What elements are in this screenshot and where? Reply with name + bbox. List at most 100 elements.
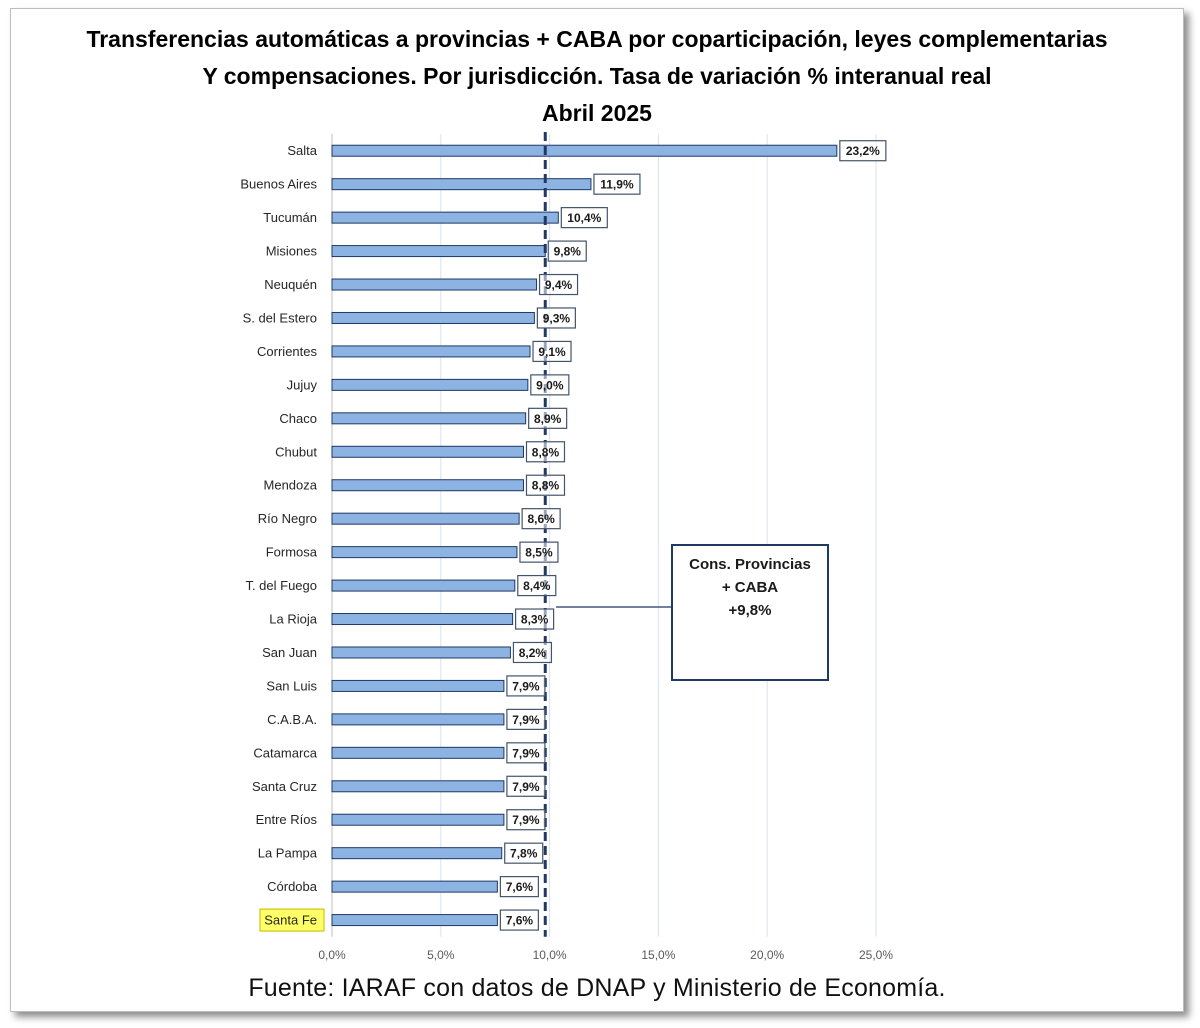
value-label-box: [519, 541, 559, 563]
value-label-box: [536, 307, 576, 329]
value-label-box: [525, 441, 566, 463]
category-label: San Juan: [262, 645, 317, 660]
value-label: 7,9%: [512, 813, 540, 827]
value-label: 9,4%: [545, 278, 573, 292]
value-label: 9,3%: [543, 311, 571, 325]
bar: [331, 245, 546, 258]
value-label: 8,3%: [521, 613, 549, 627]
value-label: 7,9%: [512, 713, 540, 727]
annotation-text: +9,8%: [729, 602, 772, 619]
value-label-box: [547, 240, 587, 262]
value-label: 8,8%: [532, 479, 560, 493]
bar: [331, 345, 531, 358]
chart-title: Transferencias automáticas a provincias …: [11, 21, 1183, 132]
value-label-box: [506, 742, 546, 764]
value-label: 8,5%: [525, 546, 553, 560]
category-label: Mendoza: [264, 478, 318, 493]
value-label: 9,1%: [538, 345, 566, 359]
value-label: 11,9%: [600, 178, 634, 192]
value-label-box: [504, 842, 544, 864]
value-label-box: [499, 909, 539, 931]
value-label-box: [532, 340, 572, 363]
value-label-box: [499, 876, 539, 898]
value-label: 7,8%: [510, 847, 538, 861]
bar: [331, 847, 503, 860]
category-label: Formosa: [266, 545, 318, 560]
annotation-text: + CABA: [722, 579, 778, 596]
value-label: 10,4%: [567, 211, 601, 225]
bar: [331, 746, 505, 759]
value-label: 9,0%: [536, 378, 564, 392]
value-label-box: [525, 474, 566, 496]
category-label: Chaco: [279, 411, 317, 426]
value-label-box: [839, 140, 887, 162]
bar: [331, 713, 505, 726]
category-label: Catamarca: [253, 745, 317, 760]
category-label: Salta: [287, 143, 317, 158]
category-label: C.A.B.A.: [267, 712, 317, 727]
value-label: 7,9%: [512, 679, 540, 693]
bar: [331, 880, 498, 893]
value-label: 8,8%: [532, 445, 560, 459]
bar: [331, 479, 524, 492]
category-label: Entre Ríos: [256, 812, 318, 827]
value-label: 8,2%: [519, 646, 547, 660]
title-line-3: Abril 2025: [542, 100, 652, 126]
bar: [331, 579, 516, 592]
value-label: 7,9%: [512, 746, 540, 760]
category-label: La Pampa: [258, 846, 318, 861]
value-label: 9,8%: [554, 245, 582, 259]
value-label: 8,9%: [534, 412, 562, 426]
category-label: Santa Cruz: [252, 779, 317, 794]
value-label: 7,6%: [506, 880, 534, 894]
value-label-box: [506, 708, 546, 730]
bar: [331, 679, 505, 692]
category-label: S. del Estero: [243, 310, 317, 325]
value-label: 7,9%: [512, 780, 540, 794]
category-label: T. del Fuego: [245, 578, 317, 593]
bar: [331, 278, 538, 291]
bar: [331, 914, 498, 927]
value-label-box: [593, 173, 641, 195]
bar: [331, 646, 511, 659]
value-label: 8,6%: [527, 512, 555, 526]
bar: [331, 813, 505, 826]
x-tick-label: 20,0%: [750, 948, 784, 962]
bar: [331, 780, 505, 793]
bar: [331, 311, 535, 324]
category-label: La Rioja: [269, 612, 317, 627]
bar: [331, 211, 559, 224]
x-tick-label: 5,0%: [427, 948, 455, 962]
value-label-box: [512, 641, 553, 664]
value-label-box: [528, 407, 568, 429]
category-label: Corrientes: [257, 344, 317, 359]
title-line-2: Y compensaciones. Por jurisdicción. Tasa…: [202, 63, 992, 89]
bar: [331, 178, 592, 191]
category-label: Río Negro: [258, 511, 317, 526]
x-tick-label: 25,0%: [859, 948, 893, 962]
x-tick-label: 15,0%: [641, 948, 675, 962]
title-line-1: Transferencias automáticas a provincias …: [86, 26, 1108, 52]
value-label-box: [560, 207, 608, 229]
value-label-box: [521, 508, 561, 530]
annotation-text: Cons. Provincias: [689, 556, 811, 573]
bar: [331, 144, 838, 157]
value-label: 7,6%: [506, 914, 534, 928]
bar: [331, 378, 529, 391]
category-label: San Luis: [266, 678, 317, 693]
value-label-box: [538, 273, 579, 296]
source-note: Fuente: IARAF con datos de DNAP y Minist…: [248, 974, 946, 1002]
category-label: Córdoba: [267, 879, 318, 894]
category-label: Jujuy: [287, 377, 318, 392]
category-label: Chubut: [275, 444, 317, 459]
bar: [331, 512, 520, 525]
x-tick-label: 0,0%: [318, 948, 346, 962]
value-label-box: [506, 809, 546, 831]
category-label: Misiones: [266, 244, 318, 259]
bar: [331, 412, 527, 425]
category-label: Santa Fe: [264, 913, 317, 928]
value-label: 8,4%: [523, 579, 551, 593]
category-label: Buenos Aires: [240, 177, 317, 192]
value-label-box: [530, 374, 570, 396]
bar: [331, 445, 524, 458]
